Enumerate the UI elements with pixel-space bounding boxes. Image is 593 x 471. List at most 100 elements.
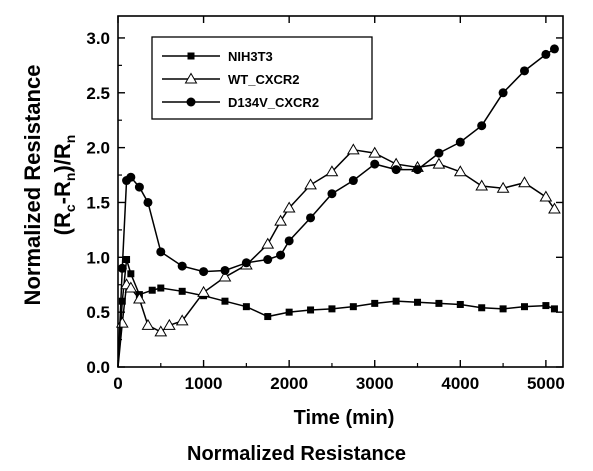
data-point-nih3t3 — [550, 305, 558, 313]
legend-marker — [187, 52, 195, 60]
data-point-wt-cxcr2 — [539, 190, 553, 202]
chart: Normalized Resistance (Rc-Rn)/Rn Time (m… — [20, 15, 565, 429]
data-point-nih3t3 — [221, 297, 229, 305]
data-point-nih3t3 — [242, 303, 250, 311]
data-point-d134v-cxcr2 — [498, 88, 508, 98]
data-point-d134v-cxcr2 — [284, 236, 294, 246]
y-tick-label: 3.0 — [86, 29, 110, 48]
data-point-d134v-cxcr2 — [348, 176, 358, 186]
data-point-nih3t3 — [264, 313, 272, 321]
data-point-wt-cxcr2 — [162, 318, 176, 330]
legend-entry-wt-cxcr2: WT_CXCR2 — [162, 72, 300, 87]
data-point-d134v-cxcr2 — [327, 189, 337, 199]
y-tick-label: 2.5 — [86, 84, 110, 103]
data-point-d134v-cxcr2 — [391, 165, 401, 175]
x-tick-label: 1000 — [185, 374, 223, 393]
data-point-d134v-cxcr2 — [519, 66, 529, 76]
y-tick-label: 1.0 — [86, 248, 110, 267]
legend-marker — [186, 97, 196, 107]
data-point-wt-cxcr2 — [368, 146, 382, 158]
data-point-d134v-cxcr2 — [126, 172, 136, 182]
data-point-nih3t3 — [499, 305, 507, 313]
series-d134v-cxcr2 — [117, 44, 559, 368]
legend-marker — [184, 72, 198, 84]
legend-entry-d134v-cxcr2: D134V_CXCR2 — [162, 95, 319, 110]
data-point-wt-cxcr2 — [475, 179, 489, 191]
data-point-nih3t3 — [520, 303, 528, 311]
data-point-d134v-cxcr2 — [199, 267, 209, 277]
data-point-wt-cxcr2 — [197, 285, 210, 297]
data-point-d134v-cxcr2 — [156, 247, 166, 257]
data-point-d134v-cxcr2 — [306, 213, 316, 223]
x-tick-label: 3000 — [356, 374, 394, 393]
data-point-nih3t3 — [178, 287, 186, 295]
x-axis-title: Time (min) — [294, 407, 395, 429]
data-point-wt-cxcr2 — [175, 314, 189, 326]
data-point-nih3t3 — [328, 305, 336, 313]
data-point-nih3t3 — [285, 308, 293, 316]
data-point-d134v-cxcr2 — [434, 148, 444, 158]
data-point-wt-cxcr2 — [274, 214, 287, 226]
data-point-wt-cxcr2 — [141, 318, 155, 330]
data-point-wt-cxcr2 — [346, 143, 360, 155]
legend-label: D134V_CXCR2 — [228, 95, 319, 110]
data-point-wt-cxcr2 — [518, 176, 531, 188]
x-tick-label: 0 — [113, 374, 122, 393]
data-point-nih3t3 — [148, 286, 156, 294]
x-tick-label: 4000 — [441, 374, 479, 393]
legend-label: WT_CXCR2 — [228, 72, 300, 87]
data-point-d134v-cxcr2 — [276, 250, 286, 260]
data-point-wt-cxcr2 — [325, 165, 339, 177]
data-point-wt-cxcr2 — [453, 165, 467, 177]
data-point-d134v-cxcr2 — [134, 182, 144, 192]
x-tick-label: 2000 — [270, 374, 308, 393]
y-tick-label: 0.5 — [86, 303, 110, 322]
data-point-nih3t3 — [478, 304, 486, 312]
data-point-nih3t3 — [349, 303, 357, 311]
data-point-wt-cxcr2 — [218, 270, 232, 282]
y-axis-title: Normalized Resistance (Rc-Rn)/Rn — [20, 65, 78, 306]
data-point-nih3t3 — [307, 306, 315, 314]
data-point-wt-cxcr2 — [154, 325, 168, 337]
data-point-nih3t3 — [435, 299, 443, 307]
plot-frame — [117, 15, 564, 368]
data-point-wt-cxcr2 — [496, 181, 510, 193]
data-point-d134v-cxcr2 — [117, 263, 127, 273]
plot-area: 0 1000 2000 3000 4000 5000 0.0 0.5 1.0 1.5 2.0 2.5 3… — [86, 15, 565, 393]
data-point-nih3t3 — [392, 297, 400, 305]
data-point-wt-cxcr2 — [304, 178, 317, 190]
figure-caption: Normalized Resistance — [187, 443, 406, 465]
legend: NIH3T3 WT_CXCR2 D134V_CXCR2 — [151, 36, 373, 120]
y-tick-label: 1.5 — [86, 193, 110, 212]
series-wt-cxcr2 — [115, 143, 561, 368]
data-point-wt-cxcr2 — [548, 202, 561, 214]
data-point-wt-cxcr2 — [124, 281, 138, 293]
data-point-d134v-cxcr2 — [177, 261, 187, 271]
data-point-nih3t3 — [542, 302, 550, 310]
data-point-nih3t3 — [127, 270, 135, 278]
y-axis-label-line2: (Rc-Rn)/Rn — [50, 135, 78, 236]
data-point-d134v-cxcr2 — [455, 137, 465, 147]
data-point-d134v-cxcr2 — [241, 258, 251, 268]
series-line-nih3t3 — [117, 259, 555, 368]
y-tick-label: 0.0 — [86, 358, 110, 377]
series-nih3t3 — [117, 256, 558, 368]
data-point-nih3t3 — [157, 284, 165, 292]
data-point-wt-cxcr2 — [261, 237, 275, 249]
data-point-d134v-cxcr2 — [143, 197, 153, 207]
data-point-d134v-cxcr2 — [370, 159, 380, 169]
data-point-nih3t3 — [371, 299, 379, 307]
data-point-wt-cxcr2 — [432, 157, 446, 169]
data-point-nih3t3 — [456, 300, 464, 308]
data-point-d134v-cxcr2 — [220, 265, 230, 275]
data-point-nih3t3 — [118, 297, 126, 305]
data-point-d134v-cxcr2 — [549, 44, 559, 54]
data-point-wt-cxcr2 — [133, 292, 146, 304]
data-point-d134v-cxcr2 — [541, 49, 551, 59]
data-point-nih3t3 — [123, 256, 131, 264]
data-point-d134v-cxcr2 — [263, 255, 273, 265]
data-point-nih3t3 — [414, 298, 422, 306]
y-tick-label: 2.0 — [86, 139, 110, 158]
x-tick-label: 5000 — [527, 374, 565, 393]
y-axis-label-line1: Normalized Resistance — [20, 65, 45, 306]
